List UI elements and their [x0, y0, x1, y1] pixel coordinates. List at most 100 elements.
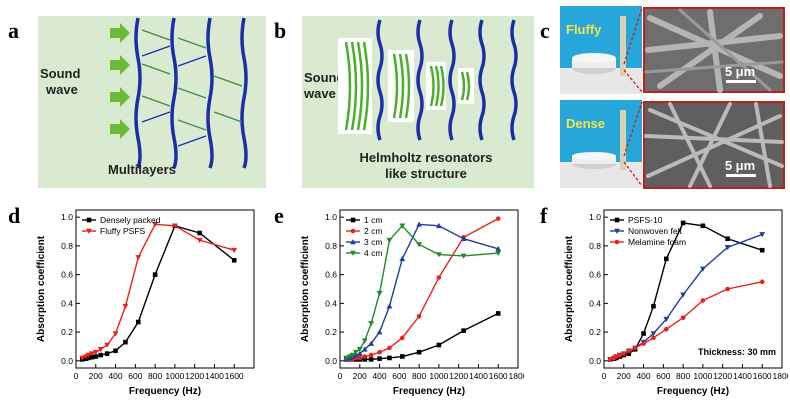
- data-point: [104, 351, 110, 356]
- data-point: [113, 348, 118, 354]
- data-point: [651, 335, 656, 341]
- x-tick-label: 600: [128, 371, 142, 381]
- x-tick-label: 800: [412, 371, 426, 381]
- data-point: [362, 357, 368, 362]
- chart-d: 0 200 400 600 800 1000 1200 1400 1600 0.0 0.2 0.4 0.…: [36, 209, 255, 397]
- y-tick-label: 0.8: [325, 241, 337, 251]
- data-point: [663, 316, 670, 323]
- series-line: [609, 233, 763, 361]
- zoom-lines: [623, 7, 643, 187]
- legend-label: 1 cm: [364, 215, 382, 225]
- data-point: [435, 252, 442, 258]
- x-tick-label: 200: [89, 371, 103, 381]
- data-point: [650, 331, 657, 337]
- sem-bottom: 5 μm: [643, 101, 785, 189]
- sound-label-line2: wave: [45, 82, 78, 97]
- x-axis-label: Frequency (Hz): [393, 386, 465, 397]
- data-point: [607, 357, 613, 362]
- plot-frame: [339, 209, 519, 369]
- data-point: [664, 256, 669, 262]
- x-tick-label: 1000: [165, 371, 184, 381]
- legend-label: 4 cm: [364, 248, 382, 258]
- y-tick-label: 1.0: [589, 212, 601, 222]
- data-point: [89, 354, 95, 360]
- thickness-annotation: Thickness: 30 mm: [698, 347, 776, 357]
- data-point: [123, 339, 128, 345]
- data-point: [361, 346, 368, 352]
- data-point: [436, 342, 442, 348]
- dense-photo: Dense: [560, 100, 642, 188]
- data-point: [377, 356, 382, 361]
- data-point: [104, 342, 111, 348]
- x-tick-label: 1200: [185, 371, 204, 381]
- data-point: [387, 345, 392, 351]
- x-tick-label: 1400: [205, 371, 224, 381]
- data-point: [641, 341, 646, 346]
- photo-panel: Fluffy Dense 5 μm: [560, 6, 785, 189]
- data-point: [495, 311, 501, 316]
- x-tick-label: 1600: [753, 371, 772, 381]
- data-point: [617, 352, 623, 358]
- x-tick-label: 1400: [469, 371, 488, 381]
- data-point: [136, 319, 141, 325]
- data-point: [357, 355, 363, 361]
- data-point: [386, 237, 393, 244]
- data-point: [368, 357, 374, 362]
- x-tick-label: 1200: [449, 371, 468, 381]
- data-point: [416, 349, 422, 355]
- data-point: [400, 354, 405, 359]
- arrow-icon: [110, 23, 130, 43]
- data-point: [387, 355, 392, 361]
- x-tick-label: 0: [602, 371, 607, 381]
- data-point: [368, 340, 375, 346]
- legend-label: 3 cm: [364, 237, 382, 247]
- data-point: [614, 217, 620, 223]
- data-point: [135, 255, 142, 261]
- data-point: [377, 349, 382, 355]
- data-point: [376, 329, 383, 335]
- x-tick-label: 1000: [693, 371, 712, 381]
- scale-label-bottom: 5 μm: [725, 158, 755, 173]
- layer-sheet: [240, 17, 248, 169]
- data-point: [699, 266, 706, 272]
- y-tick-label: 0.0: [61, 356, 73, 366]
- data-point: [350, 217, 356, 223]
- y-tick-label: 0.4: [325, 298, 337, 308]
- data-point: [349, 352, 356, 358]
- y-tick-label: 0.6: [325, 270, 337, 280]
- data-point: [196, 237, 203, 244]
- data-point: [461, 328, 466, 333]
- data-point: [361, 338, 368, 344]
- data-point: [88, 351, 95, 357]
- data-point: [680, 220, 686, 226]
- sound-label-line2: wave: [303, 86, 336, 101]
- data-point: [368, 321, 375, 327]
- panel-label-d: d: [8, 203, 21, 228]
- sound-arrows: [110, 23, 130, 139]
- legend-label: Densely packed: [100, 215, 161, 225]
- data-point: [98, 352, 104, 358]
- panel-label-f: f: [540, 203, 548, 228]
- x-tick-label: 400: [636, 371, 650, 381]
- wave-fronts: [338, 38, 474, 134]
- data-point: [700, 223, 706, 229]
- data-point: [416, 242, 423, 248]
- y-tick-label: 0.6: [61, 270, 73, 280]
- data-point: [621, 351, 627, 356]
- x-tick-label: 1000: [429, 371, 448, 381]
- y-tick-label: 0.0: [589, 356, 601, 366]
- y-axis-label: Absorption coefficient: [564, 235, 575, 342]
- arrow-icon: [110, 55, 130, 75]
- y-tick-label: 1.0: [325, 212, 337, 222]
- layer-sheet: [206, 17, 214, 169]
- x-axis-label: Frequency (Hz): [129, 386, 201, 397]
- legend-label: PSFS-10: [628, 215, 663, 225]
- data-point: [700, 298, 706, 303]
- data-point: [626, 348, 632, 354]
- y-axis-label: Absorption coefficient: [300, 235, 311, 342]
- y-tick-label: 0.4: [589, 298, 601, 308]
- series-group: [343, 223, 502, 361]
